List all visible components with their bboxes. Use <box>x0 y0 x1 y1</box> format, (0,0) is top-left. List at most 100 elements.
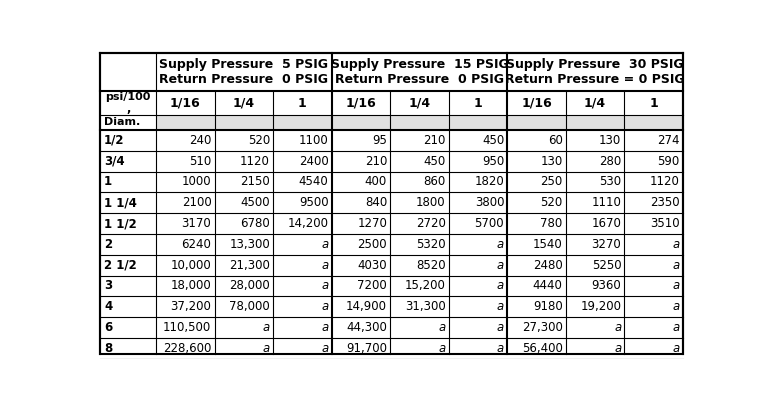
Text: 510: 510 <box>189 155 212 168</box>
Text: 1/16: 1/16 <box>521 97 552 110</box>
Bar <box>100 91 156 114</box>
Bar <box>100 338 156 359</box>
Bar <box>273 172 332 192</box>
Bar <box>100 114 156 130</box>
Text: a: a <box>672 279 680 293</box>
Text: 1/4: 1/4 <box>233 97 255 110</box>
Bar <box>448 255 507 276</box>
Bar <box>273 192 332 213</box>
Text: 840: 840 <box>365 196 387 209</box>
Text: 56,400: 56,400 <box>522 342 563 355</box>
Text: 6240: 6240 <box>182 238 212 251</box>
Bar <box>332 296 390 317</box>
Text: 1 1/2: 1 1/2 <box>104 217 137 230</box>
Bar <box>100 276 156 296</box>
Bar <box>332 338 390 359</box>
Bar <box>156 172 215 192</box>
Bar <box>566 276 624 296</box>
Bar <box>624 213 683 234</box>
Bar <box>624 276 683 296</box>
Bar <box>624 317 683 338</box>
Bar <box>100 234 156 255</box>
Bar <box>215 91 273 114</box>
Bar <box>273 255 332 276</box>
Bar <box>215 213 273 234</box>
Text: 8: 8 <box>104 342 112 355</box>
Text: 130: 130 <box>599 134 621 147</box>
Bar <box>390 172 448 192</box>
Text: a: a <box>322 259 329 272</box>
Text: a: a <box>497 238 504 251</box>
Bar <box>507 317 566 338</box>
Bar <box>273 296 332 317</box>
Text: 5700: 5700 <box>474 217 504 230</box>
Bar <box>448 172 507 192</box>
Bar <box>273 234 332 255</box>
Text: 60: 60 <box>548 134 563 147</box>
Text: 950: 950 <box>482 155 504 168</box>
Text: 6: 6 <box>104 321 112 334</box>
Text: 6780: 6780 <box>240 217 270 230</box>
Bar <box>390 296 448 317</box>
Text: 4030: 4030 <box>358 259 387 272</box>
Text: 3: 3 <box>104 279 112 293</box>
Bar <box>273 213 332 234</box>
Text: 2: 2 <box>104 238 112 251</box>
Bar <box>448 91 507 114</box>
Text: 8520: 8520 <box>416 259 445 272</box>
Bar <box>215 172 273 192</box>
Bar <box>448 130 507 151</box>
Bar <box>215 276 273 296</box>
Bar <box>156 130 215 151</box>
Text: a: a <box>439 342 445 355</box>
Text: 5250: 5250 <box>591 259 621 272</box>
Text: 240: 240 <box>189 134 212 147</box>
Bar <box>100 255 156 276</box>
Text: 1820: 1820 <box>474 175 504 189</box>
Bar <box>100 130 156 151</box>
Bar <box>566 151 624 172</box>
Bar <box>156 338 215 359</box>
Text: 860: 860 <box>423 175 445 189</box>
Text: 1/2: 1/2 <box>104 134 125 147</box>
Text: 15,200: 15,200 <box>405 279 445 293</box>
Bar <box>332 130 390 151</box>
Bar <box>448 317 507 338</box>
Text: a: a <box>672 259 680 272</box>
Bar <box>332 114 390 130</box>
Bar <box>566 255 624 276</box>
Text: Supply Pressure  5 PSIG
Return Pressure  0 PSIG: Supply Pressure 5 PSIG Return Pressure 0… <box>159 58 329 86</box>
Bar <box>624 255 683 276</box>
Bar <box>566 130 624 151</box>
Text: 28,000: 28,000 <box>229 279 270 293</box>
Text: 14,200: 14,200 <box>287 217 329 230</box>
Text: 1: 1 <box>649 97 658 110</box>
Bar <box>624 296 683 317</box>
Text: 1120: 1120 <box>240 155 270 168</box>
Text: 2480: 2480 <box>533 259 563 272</box>
Bar <box>156 317 215 338</box>
Text: 228,600: 228,600 <box>163 342 212 355</box>
Text: a: a <box>497 259 504 272</box>
Text: 14,900: 14,900 <box>346 300 387 313</box>
Bar <box>566 296 624 317</box>
Bar <box>507 151 566 172</box>
Text: 1100: 1100 <box>299 134 329 147</box>
Bar <box>156 234 215 255</box>
Bar <box>507 255 566 276</box>
Text: 7200: 7200 <box>358 279 387 293</box>
Bar <box>273 91 332 114</box>
Text: 1: 1 <box>298 97 306 110</box>
Bar <box>566 114 624 130</box>
Text: 1/16: 1/16 <box>345 97 376 110</box>
Bar <box>390 317 448 338</box>
Bar <box>100 151 156 172</box>
Text: 2 1/2: 2 1/2 <box>104 259 137 272</box>
Bar <box>566 172 624 192</box>
Bar <box>100 317 156 338</box>
Bar <box>507 296 566 317</box>
Bar <box>100 192 156 213</box>
Bar <box>215 151 273 172</box>
Text: 110,500: 110,500 <box>163 321 212 334</box>
Text: 19,200: 19,200 <box>581 300 621 313</box>
